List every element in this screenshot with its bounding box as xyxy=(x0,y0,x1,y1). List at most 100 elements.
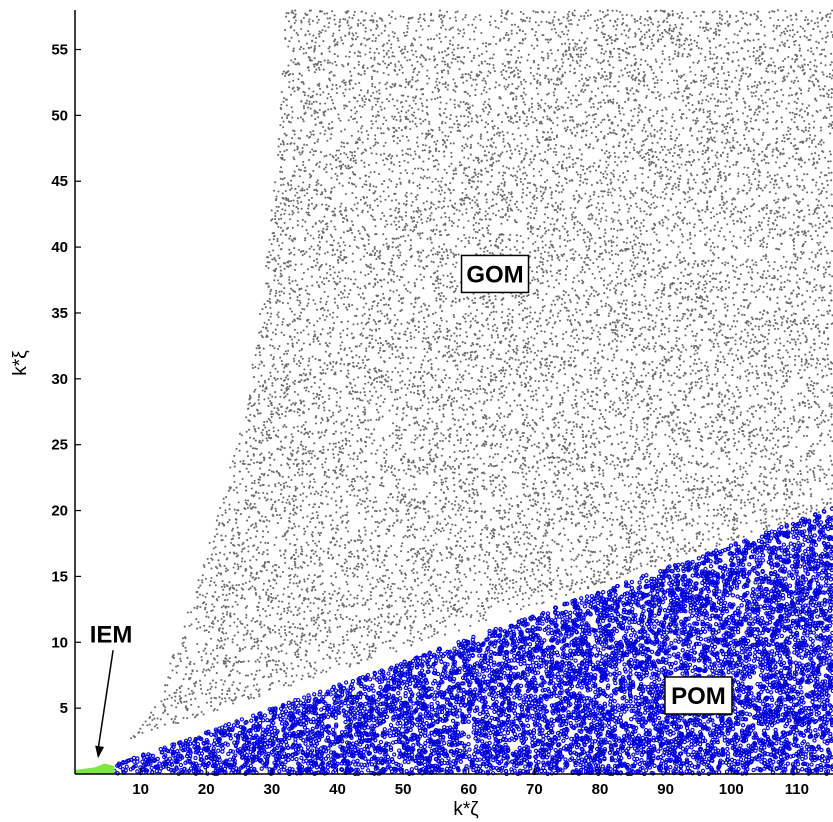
gom-point xyxy=(343,425,346,428)
gom-point xyxy=(487,327,490,331)
gom-point xyxy=(576,468,579,471)
gom-point xyxy=(389,319,392,322)
gom-point xyxy=(746,66,749,69)
gom-point xyxy=(387,34,390,37)
gom-point xyxy=(793,113,796,116)
gom-point xyxy=(231,527,235,530)
gom-point xyxy=(487,123,490,126)
gom-point xyxy=(558,259,561,262)
gom-point xyxy=(329,244,332,247)
gom-point xyxy=(468,94,471,97)
gom-point xyxy=(303,404,306,407)
gom-point xyxy=(740,452,743,455)
gom-point xyxy=(562,61,565,64)
gom-point xyxy=(379,195,382,198)
gom-point xyxy=(660,132,663,135)
gom-point xyxy=(575,463,578,466)
gom-point xyxy=(610,122,613,125)
gom-point xyxy=(607,502,610,505)
gom-point xyxy=(412,157,415,160)
gom-point xyxy=(302,160,305,163)
gom-point xyxy=(348,50,351,54)
gom-point xyxy=(478,239,481,242)
gom-point xyxy=(575,565,578,568)
gom-point xyxy=(661,204,664,207)
gom-point xyxy=(818,362,822,366)
gom-point xyxy=(560,303,563,306)
gom-point xyxy=(723,497,727,500)
gom-point xyxy=(357,426,360,429)
gom-point xyxy=(590,237,593,240)
gom-point xyxy=(451,300,454,303)
gom-point xyxy=(571,330,574,333)
gom-point xyxy=(290,199,293,203)
gom-point xyxy=(485,45,488,48)
gom-point xyxy=(420,54,423,57)
gom-point xyxy=(729,126,732,129)
gom-point xyxy=(396,37,399,40)
gom-point xyxy=(444,461,447,464)
gom-point xyxy=(589,27,592,30)
gom-point xyxy=(496,596,499,599)
gom-point xyxy=(257,380,260,383)
gom-point xyxy=(282,593,285,596)
gom-point xyxy=(319,547,322,550)
gom-point xyxy=(630,119,633,122)
gom-point xyxy=(767,88,770,91)
gom-point xyxy=(395,563,398,566)
gom-point xyxy=(790,314,793,317)
gom-point xyxy=(701,149,704,153)
gom-point xyxy=(307,460,310,463)
gom-point xyxy=(706,116,709,119)
gom-point xyxy=(257,481,260,484)
gom-point xyxy=(348,618,351,621)
gom-point xyxy=(615,236,619,239)
gom-point xyxy=(775,27,778,30)
gom-point xyxy=(353,150,356,153)
gom-point xyxy=(494,19,497,22)
gom-point xyxy=(818,346,821,349)
gom-point xyxy=(221,688,224,691)
gom-point xyxy=(654,433,658,436)
gom-point xyxy=(468,242,471,245)
gom-point xyxy=(511,333,514,336)
gom-point xyxy=(814,255,817,259)
gom-point xyxy=(622,573,625,576)
gom-point xyxy=(454,90,457,93)
gom-point xyxy=(762,509,765,512)
gom-point xyxy=(441,355,445,358)
gom-point xyxy=(488,416,491,419)
gom-point xyxy=(576,233,579,237)
gom-point xyxy=(581,430,584,433)
gom-point xyxy=(770,366,773,369)
gom-point xyxy=(380,481,383,485)
gom-point xyxy=(348,177,352,180)
gom-point xyxy=(725,142,728,145)
gom-point xyxy=(456,352,459,355)
gom-point xyxy=(479,218,482,221)
gom-point xyxy=(408,383,411,386)
gom-point xyxy=(279,483,282,486)
gom-point xyxy=(295,538,299,541)
gom-point xyxy=(643,507,646,510)
gom-point xyxy=(524,591,527,594)
gom-point xyxy=(744,423,747,426)
gom-point xyxy=(584,545,588,548)
gom-point xyxy=(437,528,440,531)
gom-point xyxy=(667,295,670,298)
gom-point xyxy=(702,191,705,194)
gom-point xyxy=(422,337,425,340)
gom-point xyxy=(270,243,273,246)
gom-point xyxy=(517,165,520,168)
gom-point xyxy=(557,426,560,429)
gom-point xyxy=(702,111,705,114)
gom-point xyxy=(398,139,402,142)
gom-point xyxy=(461,181,464,184)
gom-point xyxy=(581,511,584,514)
gom-point xyxy=(346,376,349,379)
gom-point xyxy=(262,326,265,329)
gom-point xyxy=(292,582,295,585)
gom-point xyxy=(776,173,779,176)
gom-point xyxy=(348,665,351,668)
gom-point xyxy=(535,206,538,210)
